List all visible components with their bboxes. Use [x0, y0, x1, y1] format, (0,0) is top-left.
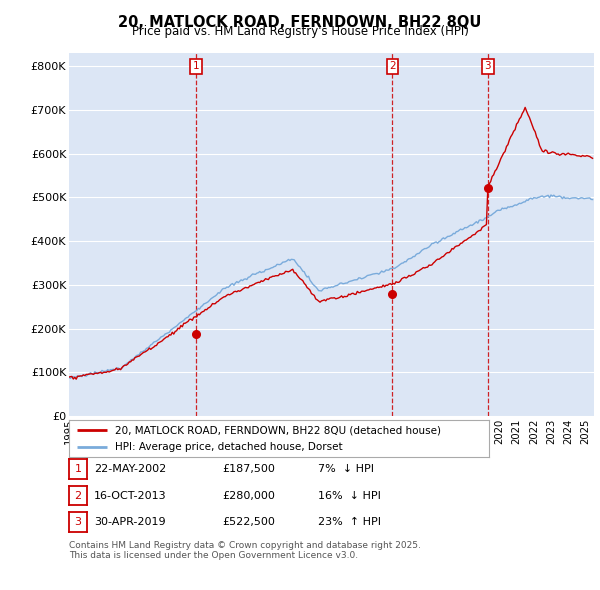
Text: 30-APR-2019: 30-APR-2019	[94, 517, 166, 527]
Text: Price paid vs. HM Land Registry's House Price Index (HPI): Price paid vs. HM Land Registry's House …	[131, 25, 469, 38]
Text: 2: 2	[389, 61, 396, 71]
Text: HPI: Average price, detached house, Dorset: HPI: Average price, detached house, Dors…	[115, 442, 343, 452]
Text: 22-MAY-2002: 22-MAY-2002	[94, 464, 166, 474]
Text: 23%  ↑ HPI: 23% ↑ HPI	[318, 517, 381, 527]
Text: 3: 3	[74, 517, 82, 527]
Text: £187,500: £187,500	[222, 464, 275, 474]
Text: Contains HM Land Registry data © Crown copyright and database right 2025.: Contains HM Land Registry data © Crown c…	[69, 541, 421, 550]
Text: 16%  ↓ HPI: 16% ↓ HPI	[318, 491, 381, 500]
Text: 20, MATLOCK ROAD, FERNDOWN, BH22 8QU (detached house): 20, MATLOCK ROAD, FERNDOWN, BH22 8QU (de…	[115, 425, 441, 435]
Text: 20, MATLOCK ROAD, FERNDOWN, BH22 8QU: 20, MATLOCK ROAD, FERNDOWN, BH22 8QU	[118, 15, 482, 30]
Text: £280,000: £280,000	[222, 491, 275, 500]
Text: 16-OCT-2013: 16-OCT-2013	[94, 491, 167, 500]
Text: 1: 1	[193, 61, 199, 71]
Text: 3: 3	[484, 61, 491, 71]
Text: 1: 1	[74, 464, 82, 474]
Text: This data is licensed under the Open Government Licence v3.0.: This data is licensed under the Open Gov…	[69, 552, 358, 560]
Text: 2: 2	[74, 491, 82, 500]
Text: 7%  ↓ HPI: 7% ↓ HPI	[318, 464, 374, 474]
Text: £522,500: £522,500	[222, 517, 275, 527]
